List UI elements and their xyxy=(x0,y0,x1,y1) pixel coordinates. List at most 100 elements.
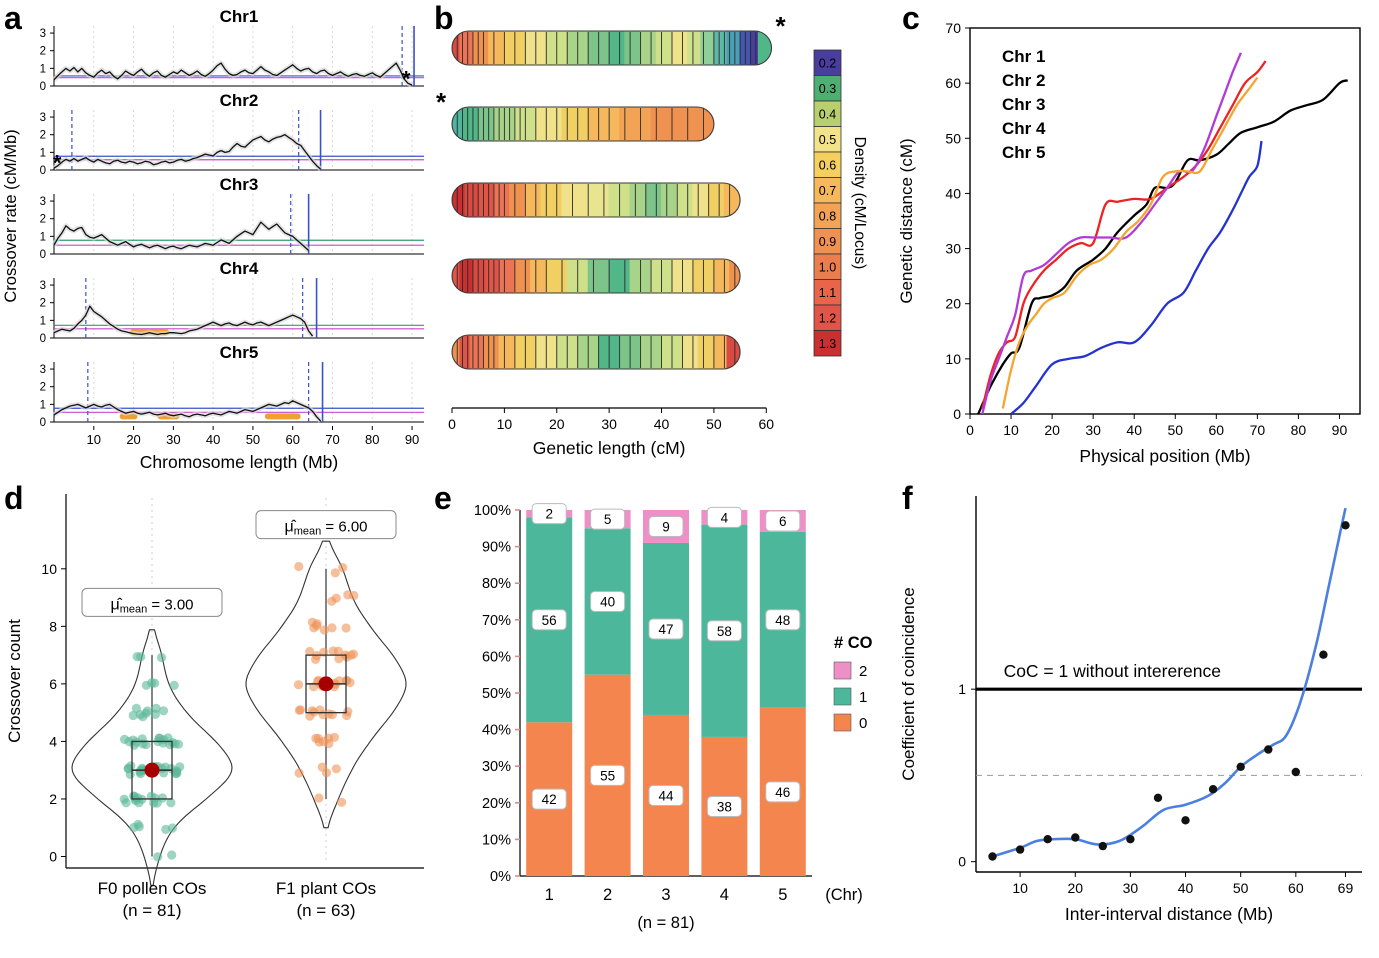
density-segment xyxy=(524,183,542,217)
density-segment xyxy=(469,335,484,369)
coc-point xyxy=(988,852,997,861)
density-segment xyxy=(629,183,647,217)
bar-chr4: 38 58 4 xyxy=(701,506,748,876)
ideogram-chr4 xyxy=(451,258,741,294)
crossover-rate-line xyxy=(53,221,310,251)
crossover-point xyxy=(312,619,322,629)
x-tick-label: 30 xyxy=(601,416,617,432)
y-tick-label: 100% xyxy=(474,503,511,519)
panel-c-label: c xyxy=(902,0,920,36)
group-label: F0 pollen COs xyxy=(98,879,207,898)
value-chip xyxy=(590,591,626,612)
x-tick-label: 4 xyxy=(720,886,729,904)
density-segment xyxy=(472,31,490,65)
density-segment xyxy=(472,259,487,293)
density-segment xyxy=(661,183,678,217)
value-chip xyxy=(706,506,742,528)
panel-a: a Chr1 0 1 2 3 * Chr2 0 1 2 3 * Chr3 0 1 2 3 Chr4 0 1 2 3 Chr5… xyxy=(0,0,430,480)
legend-swatch xyxy=(813,304,842,331)
value-chip xyxy=(706,620,742,642)
y-tick-label: 3 xyxy=(40,280,46,292)
legend-value: 1.3 xyxy=(819,337,836,351)
legend-label: 2 xyxy=(859,663,867,680)
density-segment xyxy=(713,31,728,65)
value-chip xyxy=(765,609,801,631)
density-segment xyxy=(757,31,772,65)
value-chip xyxy=(531,503,567,525)
x-tick-label: 5 xyxy=(778,886,787,904)
density-segment xyxy=(723,183,741,217)
density-segment xyxy=(655,31,673,65)
legend-entry: Chr 5 xyxy=(1002,143,1045,162)
y-tick-label: 1 xyxy=(40,147,46,159)
x-tick-label: 70 xyxy=(325,432,339,447)
x-tick-label: 10 xyxy=(87,432,101,447)
value-label: 47 xyxy=(658,622,673,637)
crossover-rate-line xyxy=(53,305,314,337)
y-tick-label: 3 xyxy=(40,28,46,40)
density-segment xyxy=(726,31,741,65)
crossover-point xyxy=(131,796,141,806)
y-tick-label: 4 xyxy=(49,733,57,749)
coc-point xyxy=(1015,845,1025,854)
crossover-point xyxy=(133,819,143,829)
legend-swatch xyxy=(813,100,842,127)
panel-a-plot: Chr1 0 1 2 3 * Chr2 0 1 2 3 * Chr3 0 1 2 3 Chr4 0 1 2 3 Chr5 0 1… xyxy=(2,7,424,472)
mean-annotation-box xyxy=(255,510,397,540)
y-tick-label: 0 xyxy=(40,249,46,261)
crossover-point xyxy=(142,706,152,716)
x-tick-label: 50 xyxy=(246,432,260,447)
legend-value: 0.6 xyxy=(819,158,836,172)
x-tick-label: 20 xyxy=(549,416,565,432)
value-chip xyxy=(765,510,801,532)
crossover-point xyxy=(156,652,167,663)
ideogram-chr1: * xyxy=(451,11,786,66)
crossover-rate-line xyxy=(53,400,322,422)
density-segment xyxy=(587,183,610,217)
y-tick-label: 6 xyxy=(49,676,57,692)
y-axis-title: Crossover count xyxy=(5,619,24,743)
y-tick-label: 60% xyxy=(482,649,511,665)
x-tick-label: 30 xyxy=(1085,422,1101,438)
crossover-point xyxy=(166,763,176,774)
y-tick-label: 0 xyxy=(958,854,966,870)
density-segment xyxy=(676,183,694,217)
x-tick-label: 0 xyxy=(966,422,974,438)
crossover-point xyxy=(331,764,341,774)
value-label: 9 xyxy=(662,519,670,534)
y-tick-label: 30 xyxy=(945,241,961,257)
y-axis-title: Coefficient of coincidence xyxy=(899,587,918,780)
x-tick-label: 20 xyxy=(126,432,140,447)
x-tick-label: 69 xyxy=(1338,880,1354,896)
value-label: 58 xyxy=(717,624,732,639)
density-segment xyxy=(587,107,621,141)
marey-line-chr3 xyxy=(981,60,1267,409)
coc-point xyxy=(1071,833,1080,842)
y-tick-label: 2 xyxy=(40,382,46,394)
value-chip xyxy=(648,784,684,806)
value-chip xyxy=(765,781,801,803)
crossover-point xyxy=(327,623,337,633)
violin-outline xyxy=(245,540,407,829)
density-segment xyxy=(459,259,474,293)
panel-d-plot: 0 2 4 6 8 10 μ̂mean = 3.00 F0 pollen COs (n = 81… xyxy=(5,494,424,920)
density-segment xyxy=(561,183,589,217)
panel-c: c 0 10 20 30 40 50 60 70 80 90 0 10 20 30 40 50 60 70 Chr … xyxy=(890,0,1379,480)
value-chip xyxy=(590,764,626,786)
coc-point xyxy=(1319,650,1328,659)
x-tick-label: 50 xyxy=(706,416,722,432)
legend-title: # CO xyxy=(834,634,873,652)
subplot-chr3: Chr3 0 1 2 3 xyxy=(40,175,424,261)
crossover-point xyxy=(169,680,179,690)
density-segment xyxy=(608,31,626,65)
crossover-point xyxy=(141,740,151,750)
violin-outline xyxy=(71,629,233,886)
crossover-point xyxy=(161,824,171,834)
density-segment xyxy=(708,183,725,217)
crossover-point xyxy=(349,590,359,601)
y-tick-label: 40 xyxy=(945,185,961,201)
legend-title: Density (cM/Locus) xyxy=(851,137,868,270)
density-segment xyxy=(493,183,511,217)
coc-point xyxy=(1098,841,1107,851)
panel-e-label: e xyxy=(434,480,452,516)
